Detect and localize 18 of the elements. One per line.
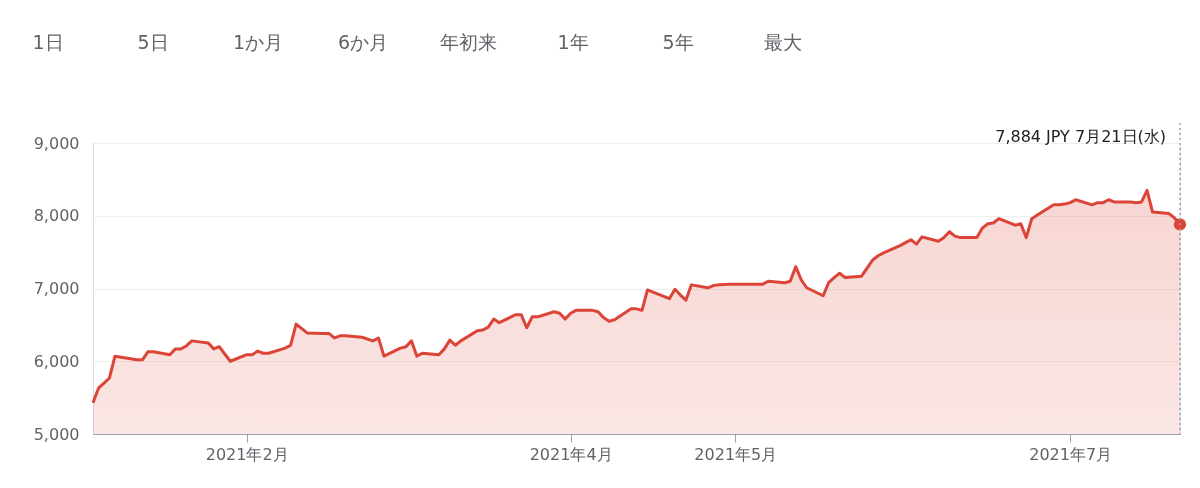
annotation: 7,884 JPY 7月21日(水) [995, 127, 1166, 146]
y-tick-label: 8,000 [33, 206, 80, 226]
text: 1日 [32, 31, 64, 53]
y-tick-label: 6,000 [33, 351, 80, 371]
text: 年初来 [439, 31, 497, 53]
y-tick-label: 7,000 [33, 279, 80, 298]
x-tick-label: 2021年7月 [1029, 444, 1113, 464]
text: 最大 [764, 31, 802, 53]
text: 6か月 [337, 31, 389, 53]
x-tick-label: 2021年4月 [529, 444, 613, 464]
text: 5日 [137, 31, 169, 53]
text: 1年 [557, 31, 589, 53]
y-tick-label: 9,000 [33, 133, 80, 153]
x-tick-label: 2021年5月 [694, 444, 778, 464]
x-tick-label: 2021年2月 [205, 444, 289, 464]
text: 5年 [662, 31, 694, 53]
y-tick-label: 5,000 [33, 424, 80, 444]
text: 1か月 [232, 31, 284, 53]
